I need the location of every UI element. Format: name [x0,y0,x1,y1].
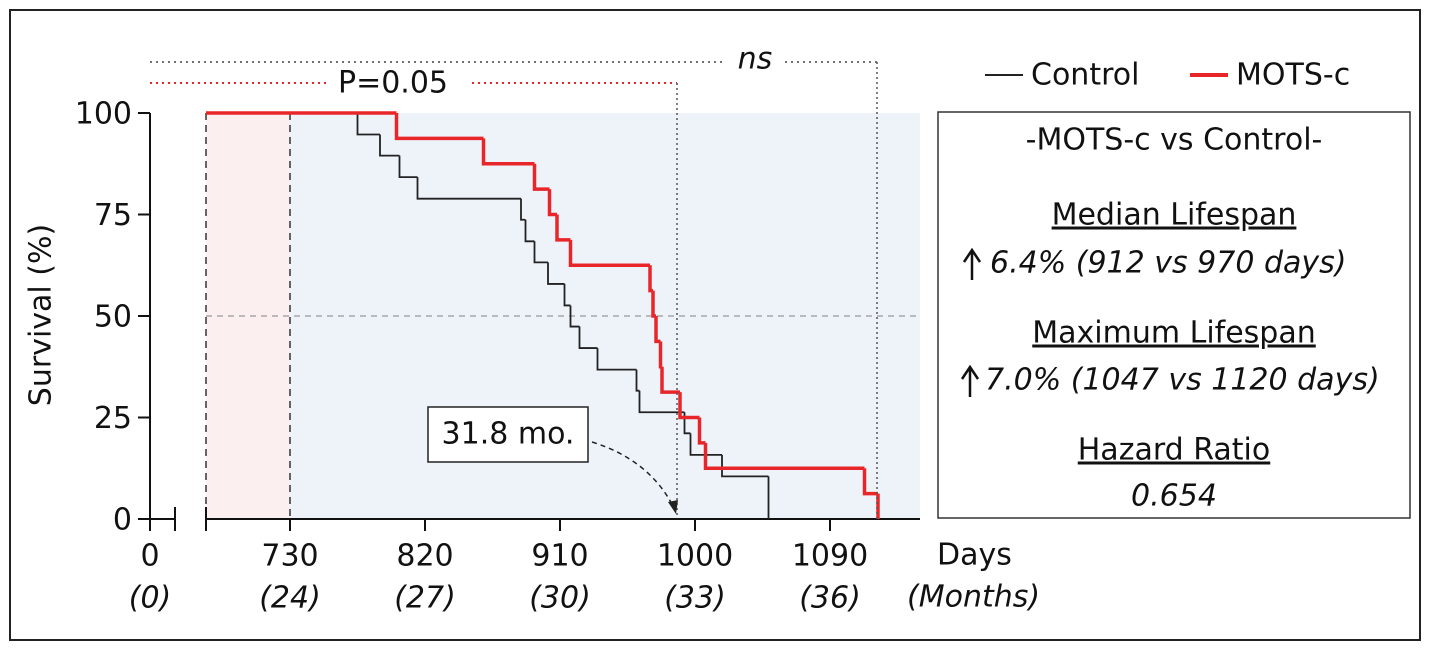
stats-heading: Median Lifespan [1052,198,1297,233]
stats-value: 0.654 [1131,479,1217,514]
x-tick-label: 820 [396,539,453,574]
y-tick-label: 100 [75,97,132,132]
survival-step [689,433,722,456]
x-axis-label: Days [937,538,1012,573]
x-tick-month: (27) [394,581,456,616]
x-tick-month: (33) [664,581,726,616]
survival-step [524,219,535,243]
x-tick-month: (36) [799,581,861,616]
survival-step [532,163,550,191]
survival-step [547,189,557,217]
y-tick-label: 50 [94,300,132,335]
x-tick-label: 1090 [792,539,868,574]
survival-step [568,239,650,267]
survival-step [596,348,637,371]
ns-label: ns [738,42,773,77]
legend: Control MOTS-c [985,58,1350,93]
y-tick-label: 25 [94,401,132,436]
survival-step [398,155,418,179]
stats-text: 7.0% (1047 vs 1120 days) [985,363,1380,398]
survival-step [578,326,598,349]
survival-step [533,241,548,264]
plot: 02550751000(0)730(24)820(27)910(30)1000(… [75,97,920,616]
survival-step [569,305,580,328]
x-tick-label: 1000 [657,539,733,574]
survival-step [638,390,685,414]
x-axis-label2: (Months) [907,580,1040,615]
up-arrow [960,364,980,397]
survival-step [394,113,484,141]
survival-step [416,177,521,200]
survival-step [563,283,571,307]
legend-label: Control [1031,58,1139,93]
up-arrow [962,247,982,280]
survival-step [683,412,691,435]
survival-step [481,138,535,166]
median-box [427,406,589,463]
p-value: P=0.05 [338,66,448,101]
stats-text: 6.4% (912 vs 970 days) [990,246,1346,281]
y-axis-label: Survival (%) [24,224,59,406]
x-tick-month: (30) [529,581,591,616]
x-tick-month: (24) [259,581,321,616]
survival-step [862,468,878,496]
survival-step [678,392,700,420]
y-tick-label: 75 [94,198,132,233]
survival-step [547,262,565,285]
x-tick-label: 730 [261,539,318,574]
survival-step [721,454,769,478]
survival-step [703,442,865,470]
stats-heading: Hazard Ratio [1078,433,1270,468]
stats-box [937,111,1411,519]
median-marker: 31.8 mo. [442,417,575,452]
survival-step [660,366,680,394]
x-tick-month: (0) [129,581,172,616]
survival-step [520,198,526,221]
legend-label: MOTS-c [1236,58,1350,93]
survival-step [697,417,706,445]
y-tick-label: 0 [113,503,132,538]
stats-title: -MOTS-c vs Control- [1026,123,1323,158]
median-arrow [591,441,675,509]
x-tick-label: 910 [531,539,588,574]
stats-heading: Maximum Lifespan [1032,316,1316,351]
survival-step [356,113,380,136]
survival-step [555,214,571,242]
median-arrowhead [668,500,678,514]
survival-step [658,341,663,369]
survival-step [379,134,400,157]
x-tick-label: 0 [140,539,159,574]
survival-step [635,369,640,392]
